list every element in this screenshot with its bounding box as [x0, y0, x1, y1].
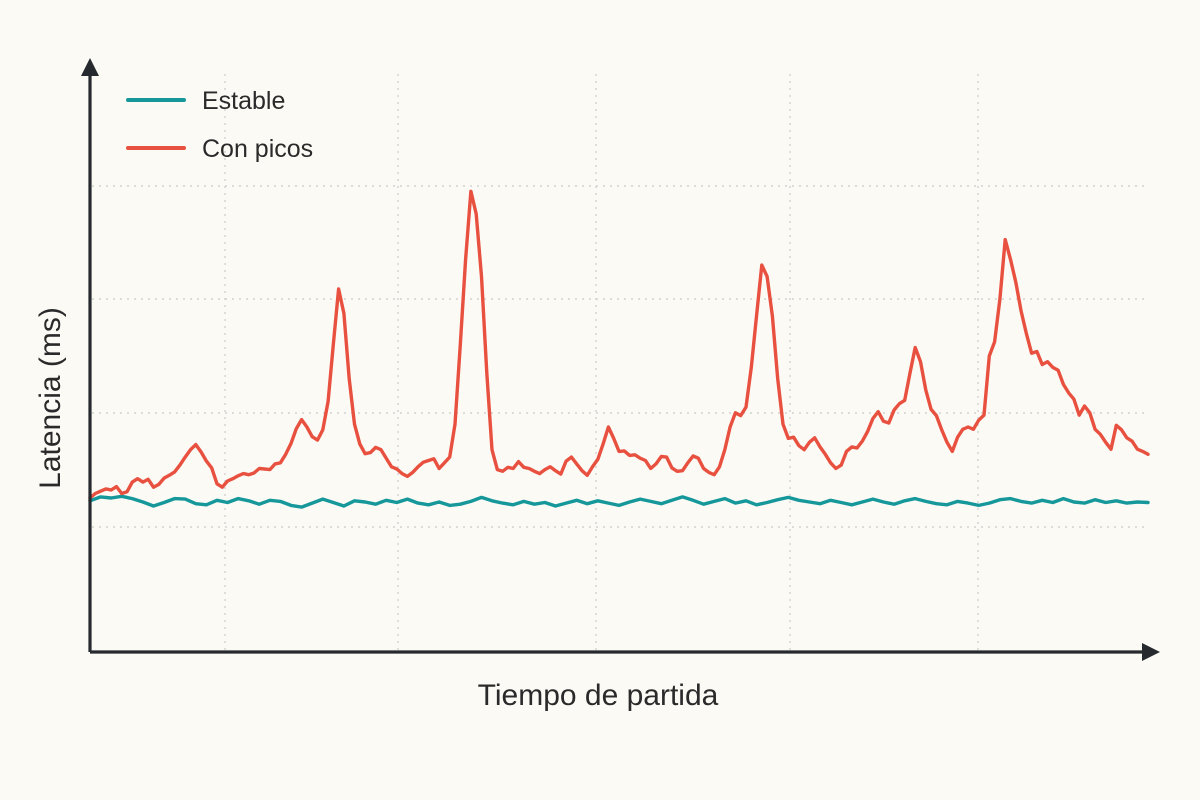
y-axis-title: Latencia (ms): [34, 307, 67, 489]
grid-lines: [92, 74, 1148, 650]
x-axis-arrow: [1142, 643, 1160, 661]
legend-item-estable: Estable: [126, 87, 285, 115]
y-axis-arrow: [81, 58, 99, 76]
legend-label-con-picos: Con picos: [202, 135, 313, 163]
series-line-con-picos: [88, 189, 1150, 500]
axes: [81, 58, 1160, 661]
legend: Estable Con picos: [126, 87, 313, 163]
series-layer: [88, 189, 1150, 509]
x-axis-title: Tiempo de partida: [478, 679, 719, 712]
legend-item-con-picos: Con picos: [126, 135, 313, 163]
legend-label-estable: Estable: [202, 87, 285, 115]
series-line-estable: [88, 494, 1150, 509]
